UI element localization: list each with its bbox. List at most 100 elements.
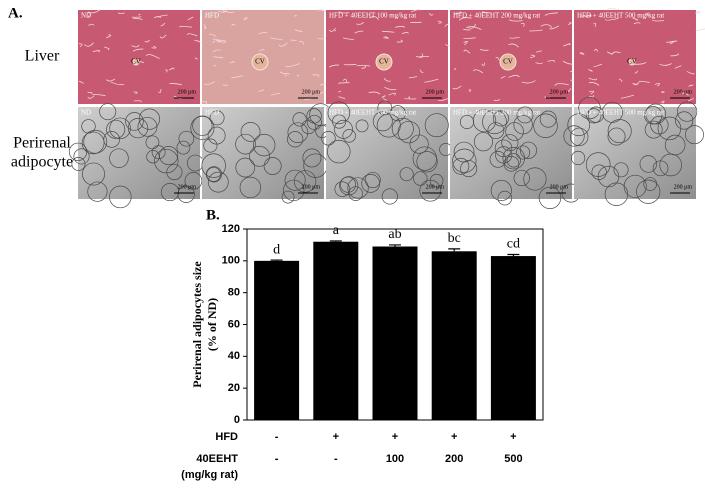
cell	[538, 186, 562, 209]
cell	[73, 148, 90, 165]
sinusoid	[593, 23, 597, 27]
scale-bar-label: 200 μm	[302, 89, 321, 95]
sinusoid	[212, 41, 216, 44]
sinusoid	[659, 63, 672, 66]
sinusoid	[383, 77, 391, 82]
cell	[607, 127, 626, 146]
texture	[452, 106, 581, 209]
cell	[190, 115, 215, 140]
scale-bar-label: 200 μm	[302, 184, 321, 190]
cell	[207, 171, 229, 193]
cell	[516, 106, 534, 124]
sinusoid	[131, 16, 142, 18]
sinusoid	[284, 74, 288, 77]
cell	[460, 160, 478, 178]
sinusoid	[271, 92, 281, 97]
sinusoid	[674, 65, 682, 69]
cell	[184, 172, 203, 190]
cell	[419, 179, 442, 202]
table-row-label: HFD	[215, 431, 238, 443]
sinusoid	[606, 51, 613, 55]
cell	[675, 111, 694, 130]
sinusoid	[680, 92, 689, 96]
central-vein	[499, 53, 517, 71]
sinusoid	[159, 34, 167, 39]
table-cell: +	[510, 431, 516, 443]
micrograph	[574, 10, 696, 104]
sinusoid	[408, 96, 410, 99]
cell	[389, 105, 406, 122]
sinusoid	[87, 15, 90, 18]
sinusoid	[384, 86, 397, 91]
table-cell: -	[275, 431, 279, 443]
sinusoid	[481, 62, 485, 66]
sinusoid	[632, 83, 638, 86]
sinusoid	[529, 29, 543, 32]
sinusoid	[285, 63, 300, 68]
cell	[342, 129, 356, 143]
cell	[381, 188, 398, 205]
sinusoid	[463, 49, 471, 54]
sinusoid	[589, 90, 595, 95]
sinusoid	[370, 15, 379, 21]
cell	[533, 113, 558, 138]
cell	[306, 114, 322, 130]
sinusoid	[463, 41, 468, 46]
table-cell: +	[451, 431, 457, 443]
sinusoid	[388, 92, 396, 96]
sinusoid	[319, 83, 327, 86]
image-caption: HFD	[205, 109, 219, 117]
cell	[178, 130, 195, 147]
sinusoid	[259, 49, 265, 52]
sinusoid	[544, 12, 558, 16]
scale-bar-label: 200 μm	[178, 89, 197, 95]
sinusoid	[338, 96, 346, 99]
cell	[240, 122, 261, 142]
sinusoid	[104, 46, 110, 51]
sinusoid	[203, 81, 215, 85]
sinusoid	[639, 80, 650, 83]
significance-label: bc	[448, 231, 461, 246]
cell	[249, 145, 270, 167]
sinusoid	[401, 32, 410, 35]
sinusoid	[215, 40, 221, 44]
sinusoid	[481, 11, 492, 14]
cell	[613, 162, 629, 178]
sinusoid	[463, 37, 476, 39]
sinusoid	[342, 78, 348, 83]
cell	[109, 185, 132, 209]
cell	[515, 145, 531, 160]
cell	[284, 169, 306, 191]
sinusoid	[686, 71, 695, 75]
vein-label: CV	[379, 58, 389, 66]
row-label: Liver	[25, 48, 60, 65]
cell	[372, 111, 393, 132]
image-caption: ND	[81, 109, 91, 117]
sinusoid	[105, 34, 112, 39]
cell	[68, 142, 88, 161]
sinusoid	[270, 37, 283, 40]
sinusoid	[138, 13, 141, 16]
cell	[361, 174, 381, 193]
sinusoid	[579, 51, 585, 55]
sinusoid	[381, 31, 395, 33]
image-caption: HFD	[205, 12, 219, 20]
scale-bar-label: 200 μm	[426, 89, 445, 95]
table-cell: +	[333, 431, 339, 443]
sinusoid	[687, 98, 694, 102]
error-bar	[389, 244, 401, 247]
image-caption: ND	[81, 12, 91, 20]
sinusoid	[334, 29, 336, 32]
texture	[563, 96, 704, 206]
cell	[413, 171, 428, 186]
cell	[501, 134, 519, 152]
cell	[355, 119, 369, 133]
sinusoid	[429, 12, 434, 16]
sinusoid	[396, 39, 403, 43]
cell	[429, 173, 444, 188]
sinusoid	[186, 33, 198, 37]
cell	[604, 182, 629, 206]
sinusoid	[695, 10, 701, 14]
sinusoid	[437, 20, 442, 24]
y-tick-label: 0	[234, 414, 240, 426]
